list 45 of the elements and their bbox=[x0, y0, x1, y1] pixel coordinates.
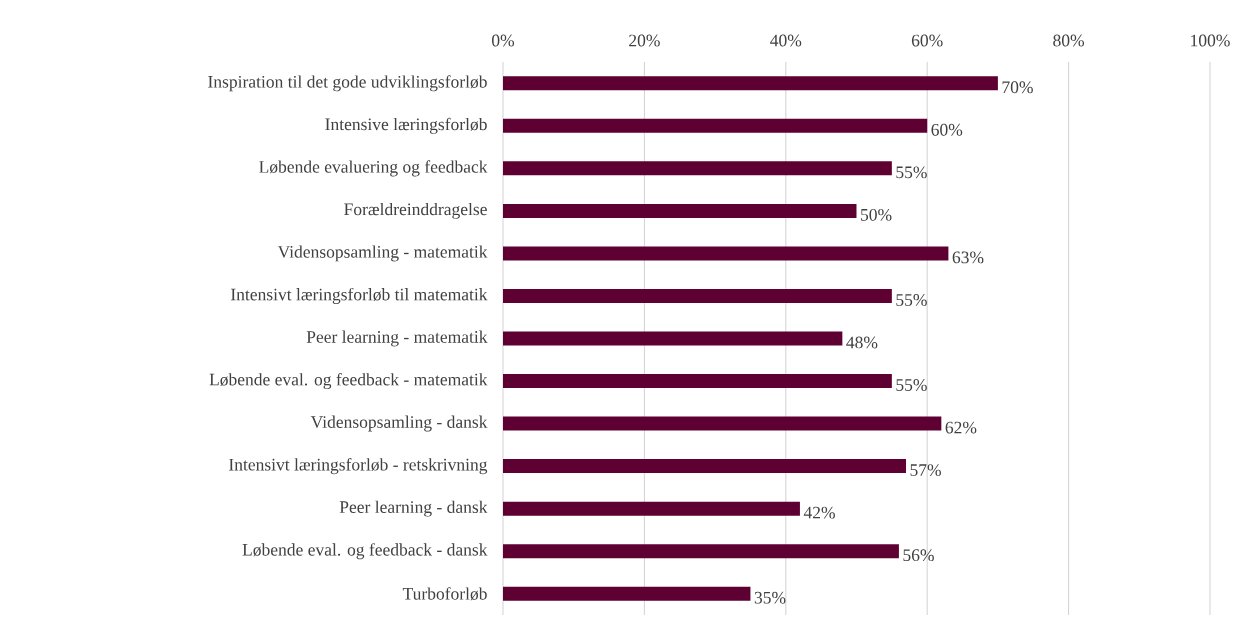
bar bbox=[503, 118, 928, 133]
data-label: 56% bbox=[903, 549, 934, 562]
bar bbox=[503, 161, 892, 176]
data-label: 57% bbox=[910, 464, 941, 477]
y-tick-label: Vidensopsamling - matematik bbox=[277, 245, 488, 262]
y-tick-label: Peer learning - matematik bbox=[306, 330, 488, 347]
data-label: 48% bbox=[846, 336, 878, 349]
y-tick-label: Peer learning - dansk bbox=[339, 500, 488, 517]
y-tick-label: Vidensopsamling - dansk bbox=[310, 415, 488, 432]
data-label: 63% bbox=[952, 251, 984, 264]
data-label: 50% bbox=[861, 208, 892, 221]
bar bbox=[503, 203, 857, 218]
bar bbox=[503, 76, 998, 91]
data-label: 35% bbox=[754, 591, 786, 604]
bar bbox=[503, 459, 906, 474]
y-tick-label: Inspiration til det gode udviklingsforløb bbox=[208, 75, 487, 92]
bar bbox=[503, 586, 751, 601]
bar bbox=[503, 374, 892, 389]
x-tick-label: 80% bbox=[1053, 34, 1085, 47]
x-tick-label: 60% bbox=[911, 34, 943, 47]
y-tick-label: Forældreinddragelse bbox=[344, 202, 487, 219]
data-label: 55% bbox=[896, 379, 927, 391]
bar bbox=[503, 501, 800, 516]
y-tick-label: Intensive læringsforløb bbox=[325, 117, 487, 134]
data-label: 42% bbox=[803, 506, 835, 519]
data-label: 70% bbox=[1002, 81, 1033, 94]
x-tick-label: 0% bbox=[492, 34, 515, 47]
y-tick-label: Intensivt læringsforløb til matematik bbox=[230, 287, 488, 305]
y-tick-label: Løbende evaluering og feedback bbox=[259, 160, 488, 177]
data-label: 62% bbox=[945, 421, 977, 434]
bar bbox=[503, 331, 843, 346]
bar bbox=[503, 416, 942, 431]
y-tick-label: Turboforløb bbox=[402, 587, 487, 601]
y-tick-label: Løbende eval. og feedback - matematik bbox=[209, 372, 488, 390]
bar bbox=[503, 544, 899, 559]
data-label: 55% bbox=[896, 166, 927, 179]
x-tick-label: 20% bbox=[629, 34, 660, 47]
y-tick-label: Intensivt læringsforløb - retskrivning bbox=[229, 458, 488, 475]
y-tick-label: Løbende eval. og feedback - dansk bbox=[242, 543, 488, 560]
bar bbox=[503, 246, 949, 261]
bar bbox=[503, 288, 892, 303]
data-label: 60% bbox=[931, 123, 963, 136]
x-tick-label: 40% bbox=[770, 34, 802, 47]
data-label: 55% bbox=[896, 294, 927, 306]
x-tick-label: 100% bbox=[1191, 34, 1230, 47]
